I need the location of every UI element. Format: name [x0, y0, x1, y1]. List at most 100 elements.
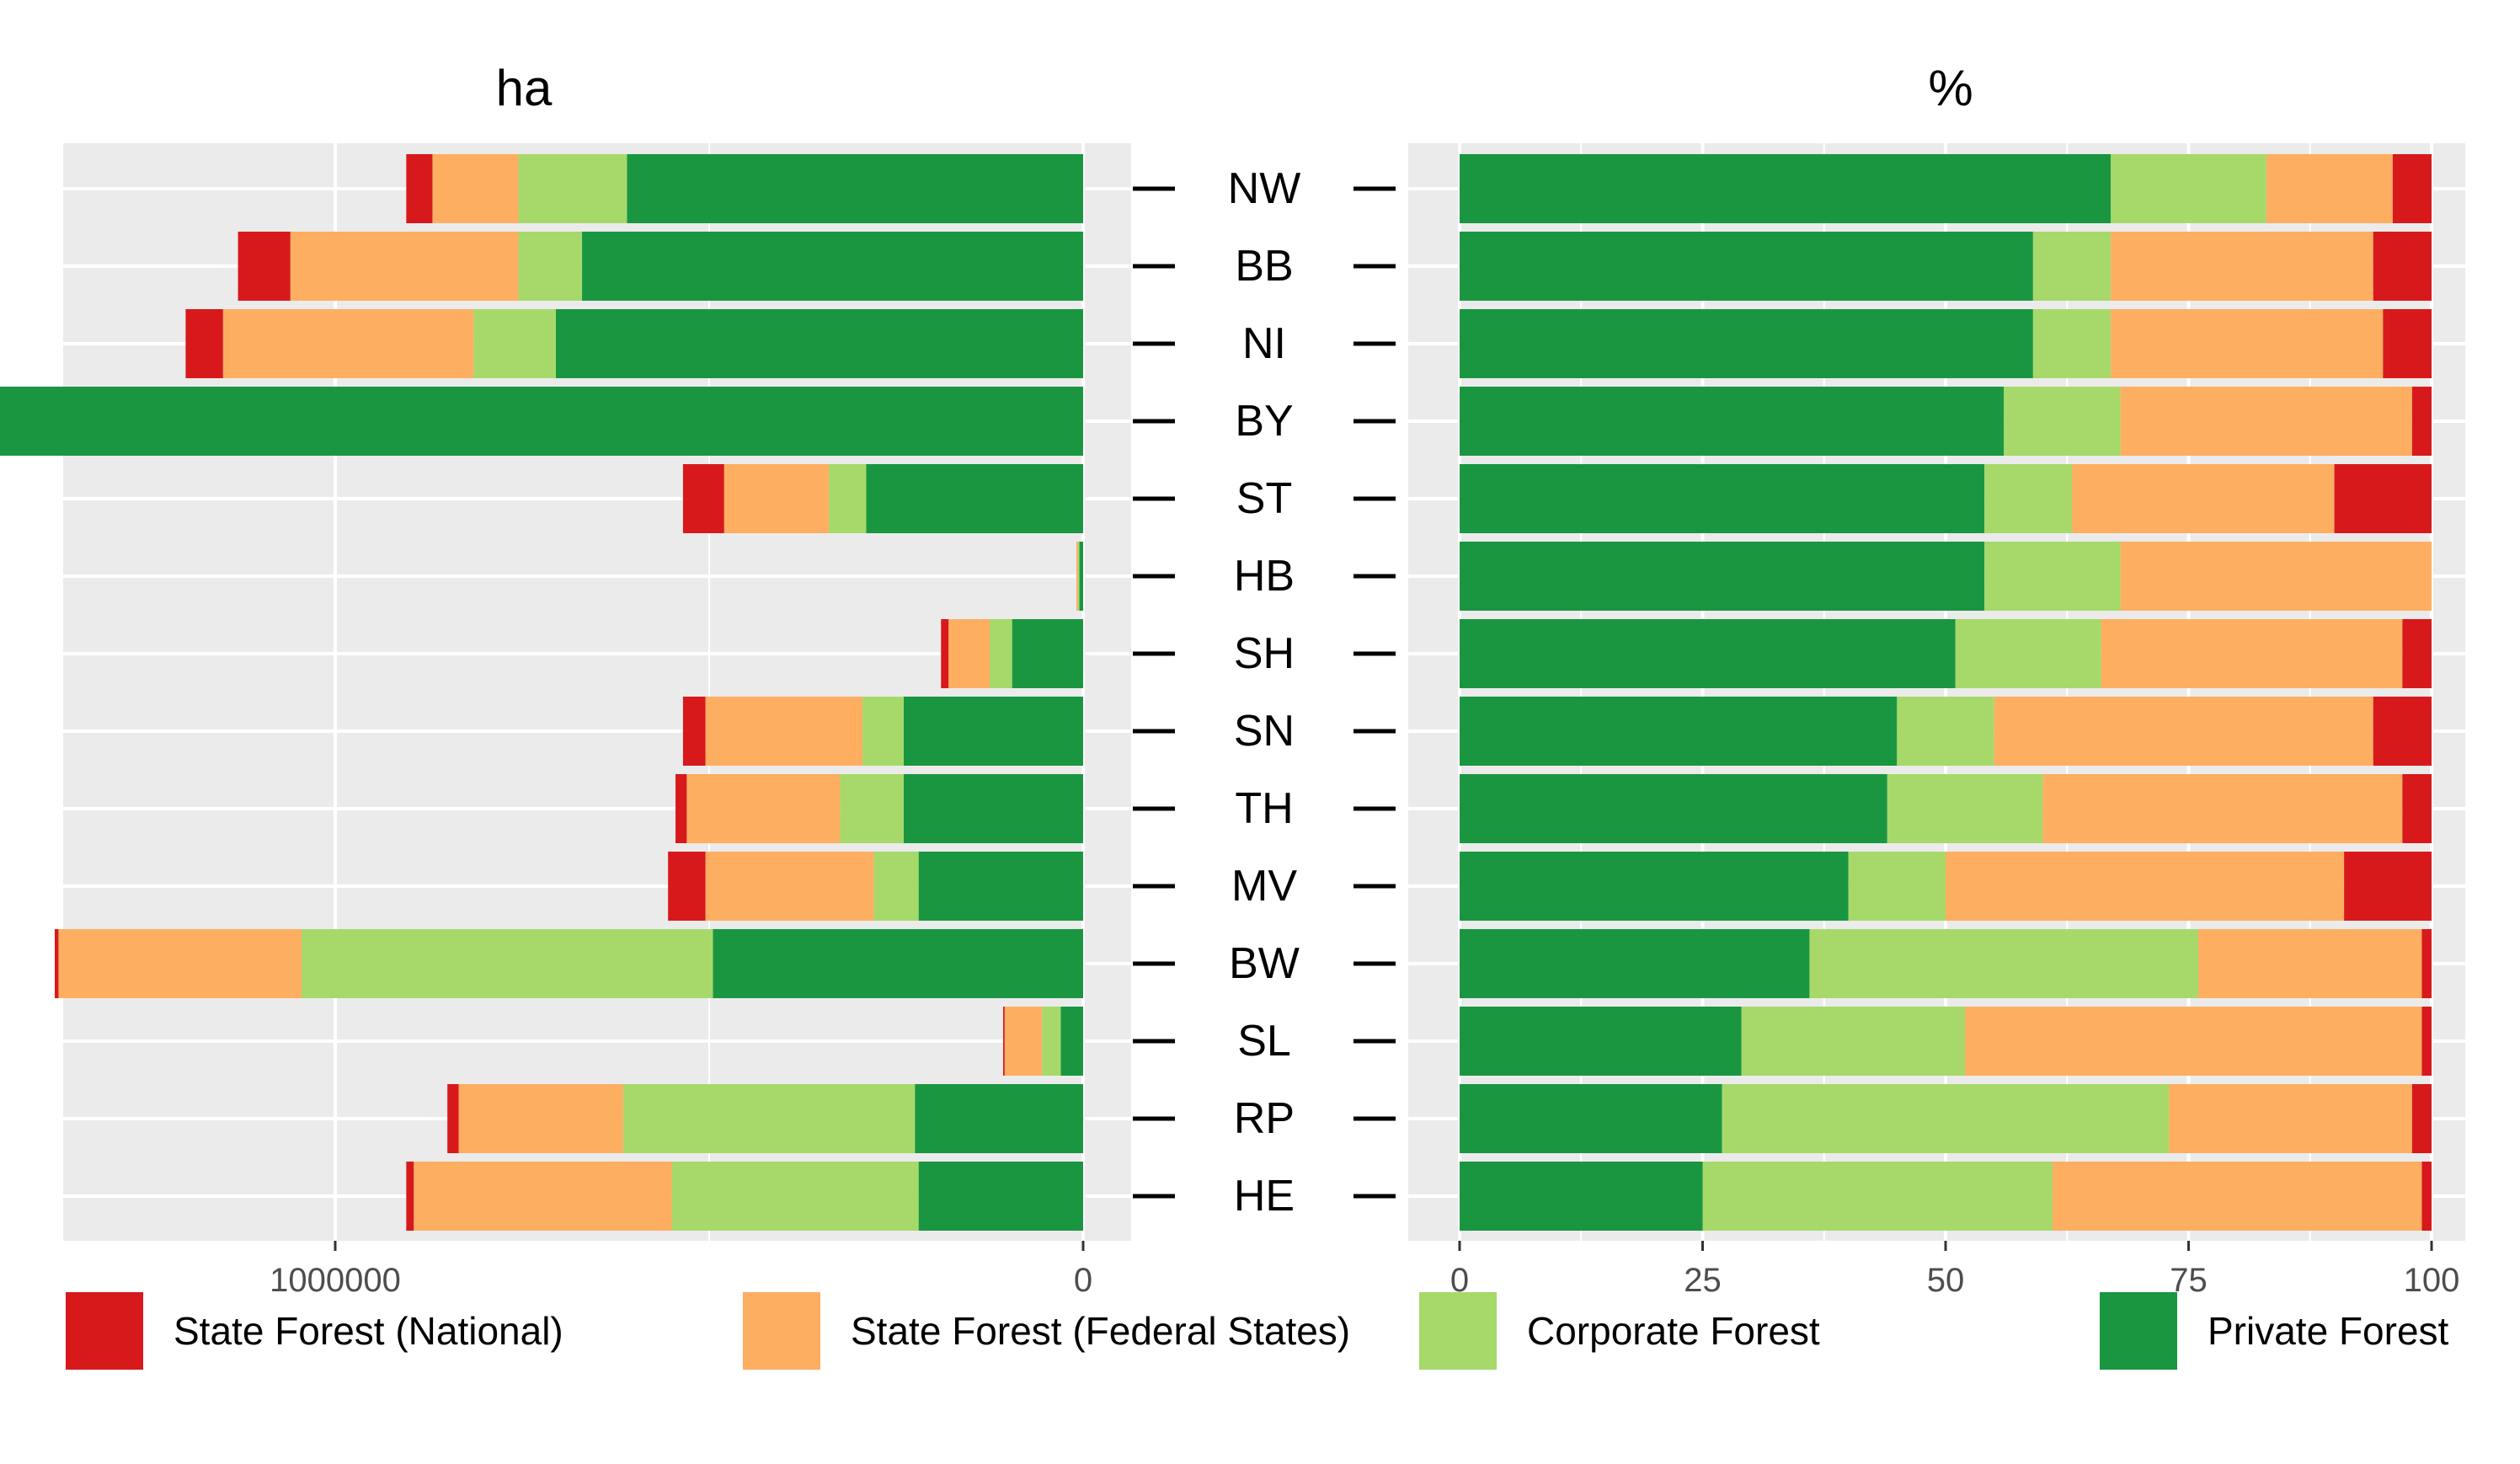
state-label-by: BY	[1235, 397, 1293, 446]
left-bar-sn-state-forest-national	[682, 697, 706, 766]
right-bar-he-state-forest-national	[2421, 1162, 2432, 1231]
left-bar-bw-state-forest-national	[55, 929, 59, 998]
left-bar-mv-private-forest	[918, 852, 1083, 921]
left-bar-mv-corporate-forest	[873, 852, 919, 921]
right-bar-by-private-forest	[1460, 387, 2005, 456]
right-bar-rp-corporate-forest	[1722, 1084, 2170, 1153]
left-bar-nw-state-forest-federal-states	[432, 154, 519, 223]
left-bar-bb-state-forest-federal-states	[290, 232, 519, 301]
left-bar-th-state-forest-national	[675, 774, 687, 843]
left-bars	[0, 154, 1083, 1231]
right-bar-nw-corporate-forest	[2111, 154, 2266, 223]
left-bar-rp-corporate-forest	[622, 1084, 916, 1153]
right-tick-label: 100	[2404, 1262, 2460, 1299]
right-bar-rp-state-forest-federal-states	[2169, 1084, 2412, 1153]
left-tick-label: 0	[1074, 1262, 1092, 1299]
state-label-th: TH	[1235, 784, 1293, 833]
right-bar-bw-state-forest-federal-states	[2198, 929, 2422, 998]
right-bar-sn-state-forest-national	[2373, 697, 2432, 766]
right-bar-st-private-forest	[1460, 464, 1985, 533]
left-bar-sh-state-forest-national	[941, 619, 949, 688]
legend: State Forest (National) State Forest (Fed…	[66, 1292, 2449, 1370]
right-bar-sl-corporate-forest	[1741, 1007, 1966, 1076]
left-tick-label: 1000000	[270, 1262, 401, 1299]
right-tick-label: 25	[1684, 1262, 1722, 1299]
left-bar-ni-state-forest-national	[185, 309, 223, 378]
right-bar-hb-private-forest	[1460, 542, 1985, 611]
right-bar-sl-private-forest	[1460, 1007, 1742, 1076]
left-bar-bw-corporate-forest	[302, 929, 713, 998]
right-tick-label: 0	[1450, 1262, 1469, 1299]
left-bar-th-state-forest-federal-states	[686, 774, 841, 843]
left-bar-st-private-forest	[866, 464, 1083, 533]
right-bar-sn-corporate-forest	[1897, 697, 1994, 766]
left-bar-sl-state-forest-federal-states	[1004, 1007, 1043, 1076]
right-bars	[1460, 154, 2432, 1231]
right-bar-th-corporate-forest	[1887, 774, 2043, 843]
state-label-bw: BW	[1229, 939, 1300, 988]
right-bar-th-state-forest-national	[2402, 774, 2432, 843]
right-bar-sl-state-forest-national	[2421, 1007, 2432, 1076]
state-labels: NW BB NI BY ST HB SH SN TH MV BW SL RP HE	[1133, 164, 1396, 1221]
right-bar-st-state-forest-national	[2334, 464, 2432, 533]
left-bar-he-state-forest-federal-states	[414, 1162, 672, 1231]
left-bar-sh-corporate-forest	[990, 619, 1012, 688]
right-bar-ni-state-forest-federal-states	[2111, 309, 2384, 378]
right-bar-nw-state-forest-national	[2392, 154, 2432, 223]
right-bar-bw-corporate-forest	[1809, 929, 2199, 998]
left-bar-sh-private-forest	[1012, 619, 1083, 688]
right-bar-sn-state-forest-federal-states	[1994, 697, 2373, 766]
left-bar-ni-corporate-forest	[473, 309, 556, 378]
right-bar-st-state-forest-federal-states	[2072, 464, 2335, 533]
right-bar-bb-state-forest-federal-states	[2111, 232, 2373, 301]
left-bar-st-state-forest-federal-states	[723, 464, 830, 533]
left-bar-sn-corporate-forest	[862, 697, 904, 766]
left-bar-sn-private-forest	[903, 697, 1083, 766]
left-bar-bb-state-forest-national	[238, 232, 291, 301]
left-bar-sl-private-forest	[1060, 1007, 1083, 1076]
right-bar-by-state-forest-national	[2411, 387, 2432, 456]
right-bar-mv-state-forest-national	[2344, 852, 2432, 921]
state-label-nw: NW	[1228, 164, 1301, 213]
right-bar-sh-corporate-forest	[1955, 619, 2101, 688]
left-bar-sl-corporate-forest	[1042, 1007, 1061, 1076]
left-panel-background	[63, 143, 1131, 1241]
left-bar-rp-private-forest	[915, 1084, 1083, 1153]
right-bar-he-corporate-forest	[1702, 1162, 2053, 1231]
right-bar-rp-private-forest	[1460, 1084, 1722, 1153]
right-bar-he-private-forest	[1460, 1162, 1703, 1231]
left-bar-bb-private-forest	[582, 232, 1083, 301]
legend-key-state-forest-federal-states	[743, 1292, 820, 1370]
left-bar-bw-private-forest	[713, 929, 1083, 998]
left-bar-nw-corporate-forest	[518, 154, 627, 223]
state-label-ni: NI	[1242, 319, 1286, 368]
state-label-sl: SL	[1237, 1017, 1291, 1066]
legend-key-state-forest-national	[66, 1292, 143, 1370]
right-bar-st-corporate-forest	[1984, 464, 2073, 533]
left-bar-hb-state-forest-federal-states	[1076, 542, 1078, 611]
right-bar-ni-state-forest-national	[2383, 309, 2432, 378]
left-bar-hb-private-forest	[1079, 542, 1083, 611]
right-bar-hb-corporate-forest	[1984, 542, 2121, 611]
left-bar-th-private-forest	[903, 774, 1083, 843]
state-label-sh: SH	[1234, 629, 1295, 678]
left-bar-rp-state-forest-federal-states	[458, 1084, 623, 1153]
left-bar-sh-state-forest-federal-states	[948, 619, 990, 688]
left-axis-ticks: 010000002000000	[270, 1241, 1092, 1299]
left-bar-ni-state-forest-federal-states	[222, 309, 474, 378]
left-bar-rp-state-forest-national	[447, 1084, 459, 1153]
left-panel-title: ha	[496, 60, 553, 116]
right-bar-mv-private-forest	[1460, 852, 1849, 921]
legend-key-corporate-forest	[1419, 1292, 1497, 1370]
right-bar-by-state-forest-federal-states	[2120, 387, 2412, 456]
left-bar-ni-private-forest	[555, 309, 1083, 378]
state-label-hb: HB	[1234, 552, 1295, 601]
right-bar-mv-corporate-forest	[1848, 852, 1946, 921]
left-bar-he-state-forest-national	[406, 1162, 414, 1231]
right-bar-he-state-forest-federal-states	[2052, 1162, 2422, 1231]
left-bar-st-corporate-forest	[829, 464, 867, 533]
left-bar-sn-state-forest-federal-states	[705, 697, 863, 766]
right-bar-bb-private-forest	[1460, 232, 2033, 301]
right-bar-nw-private-forest	[1460, 154, 2112, 223]
